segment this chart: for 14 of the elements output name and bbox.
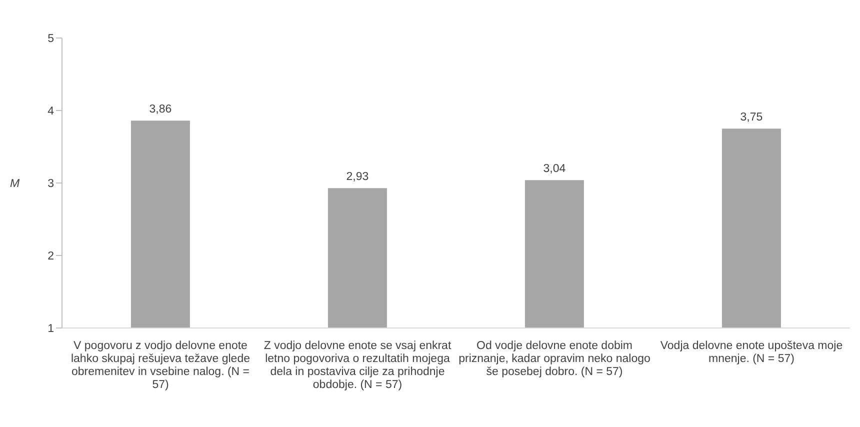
y-tick-label: 1 [48,323,54,336]
y-tick-label: 3 [48,178,54,190]
y-tick-label: 2 [48,250,54,263]
y-tick-label: 4 [48,106,55,118]
data-label: 2,93 [346,171,369,184]
y-tick-label: 5 [48,33,54,46]
y-axis-title: M [10,178,20,190]
x-tick-label: V pogovoru z vodjo delovne enote lahko skupaj rešujeva težave glede obremenitev in vsebine nalog. (N = 57) [70,340,250,391]
x-tick-label: Z vodjo delovne enote se vsaj enkrat letno pogovoriva o rezultatih mojega dela in postaviva cilje za prihodnje obdobje. (N = 57) [264,340,452,391]
x-tick-label: Od vodje delovne enote dobim priznanje, kadar opravim neko nalogo še posebej dobro. (N = 57) [458,340,650,378]
data-label: 3,86 [149,104,172,116]
data-label: 3,04 [543,163,566,176]
data-label: 3,75 [740,112,763,124]
x-tick-label: Vodja delovne enote upošteva moje mnenje. (N = 57) [660,340,843,365]
